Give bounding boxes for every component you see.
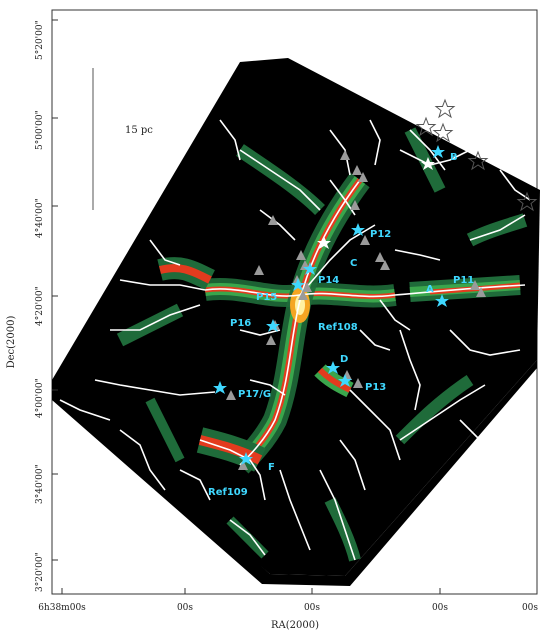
y-tick-label: 4°20'00" bbox=[35, 286, 45, 326]
region-label-p12: P12 bbox=[370, 229, 391, 240]
region-label-p17g: P17/G bbox=[238, 389, 271, 400]
open-star-icon bbox=[415, 116, 437, 137]
white-star-markers bbox=[317, 157, 435, 249]
cyan-star-icon bbox=[431, 145, 445, 158]
y-tick-label: 3°20'00" bbox=[35, 552, 45, 592]
x-tick-label: 00s bbox=[432, 603, 448, 613]
open-star-icon bbox=[434, 98, 456, 119]
region-label-c: C bbox=[350, 258, 357, 269]
region-label-ref108: Ref108 bbox=[318, 322, 358, 333]
x-tick-label: 00s bbox=[304, 603, 320, 613]
cyan-star-icon bbox=[291, 278, 305, 291]
x-axis-title: RA(2000) bbox=[271, 620, 319, 631]
cyan-star-icon bbox=[338, 374, 352, 387]
region-label-p13: P13 bbox=[365, 382, 386, 393]
x-tick-label: 00s bbox=[522, 603, 538, 613]
filament-skeleton bbox=[59, 119, 531, 561]
region-label-f: F bbox=[268, 462, 275, 473]
y-axis-title: Dec(2000) bbox=[6, 316, 17, 369]
region-label-p15: P15 bbox=[256, 292, 277, 303]
region-label-d: D bbox=[340, 354, 348, 365]
y-tick-label: 5°00'00" bbox=[35, 110, 45, 150]
x-tick-labels: 6h38m00s 00s 00s 00s 00s bbox=[38, 603, 538, 613]
open-star-markers bbox=[415, 98, 538, 212]
region-label-p11: P11 bbox=[453, 275, 474, 286]
region-label-ref109: Ref109 bbox=[208, 487, 248, 498]
region-label-p16: P16 bbox=[230, 318, 251, 329]
x-tick-label: 6h38m00s bbox=[38, 603, 86, 613]
x-axis bbox=[61, 588, 538, 594]
y-tick-label: 4°40'00" bbox=[35, 198, 45, 238]
cyan-star-markers bbox=[213, 145, 449, 465]
open-star-icon bbox=[432, 122, 454, 143]
y-axis bbox=[52, 19, 58, 561]
open-star-icon bbox=[467, 150, 489, 171]
cyan-star-icon bbox=[239, 452, 253, 465]
cyan-star-icon bbox=[303, 262, 317, 275]
region-label-a: A bbox=[426, 284, 434, 295]
cyan-star-icon bbox=[326, 361, 340, 374]
scale-bar-label: 15 pc bbox=[125, 125, 153, 136]
region-labels: B P12 C P14 P11 A P15 P16 Ref108 D P13 P… bbox=[208, 152, 474, 498]
core-markers bbox=[226, 150, 486, 470]
scale-bar: 15 pc bbox=[92, 68, 153, 210]
cyan-star-icon bbox=[213, 381, 227, 394]
cyan-star-icon bbox=[266, 319, 280, 332]
region-label-b: B bbox=[450, 152, 458, 163]
region-label-p14: P14 bbox=[318, 275, 339, 286]
x-tick-label: 00s bbox=[177, 603, 193, 613]
y-tick-label: 5°20'00" bbox=[35, 20, 45, 60]
map-background-lower bbox=[52, 360, 537, 586]
cyan-star-icon bbox=[435, 294, 449, 307]
y-tick-label: 3°40'00" bbox=[35, 464, 45, 504]
white-star-icon bbox=[317, 236, 331, 249]
cyan-star-icon bbox=[351, 223, 365, 236]
y-tick-labels: 5°20'00" 5°00'00" 4°40'00" 4°20'00" 4°00… bbox=[35, 20, 45, 592]
open-star-icon bbox=[516, 191, 538, 212]
white-star-icon bbox=[421, 157, 435, 170]
y-tick-label: 4°00'00" bbox=[35, 378, 45, 418]
